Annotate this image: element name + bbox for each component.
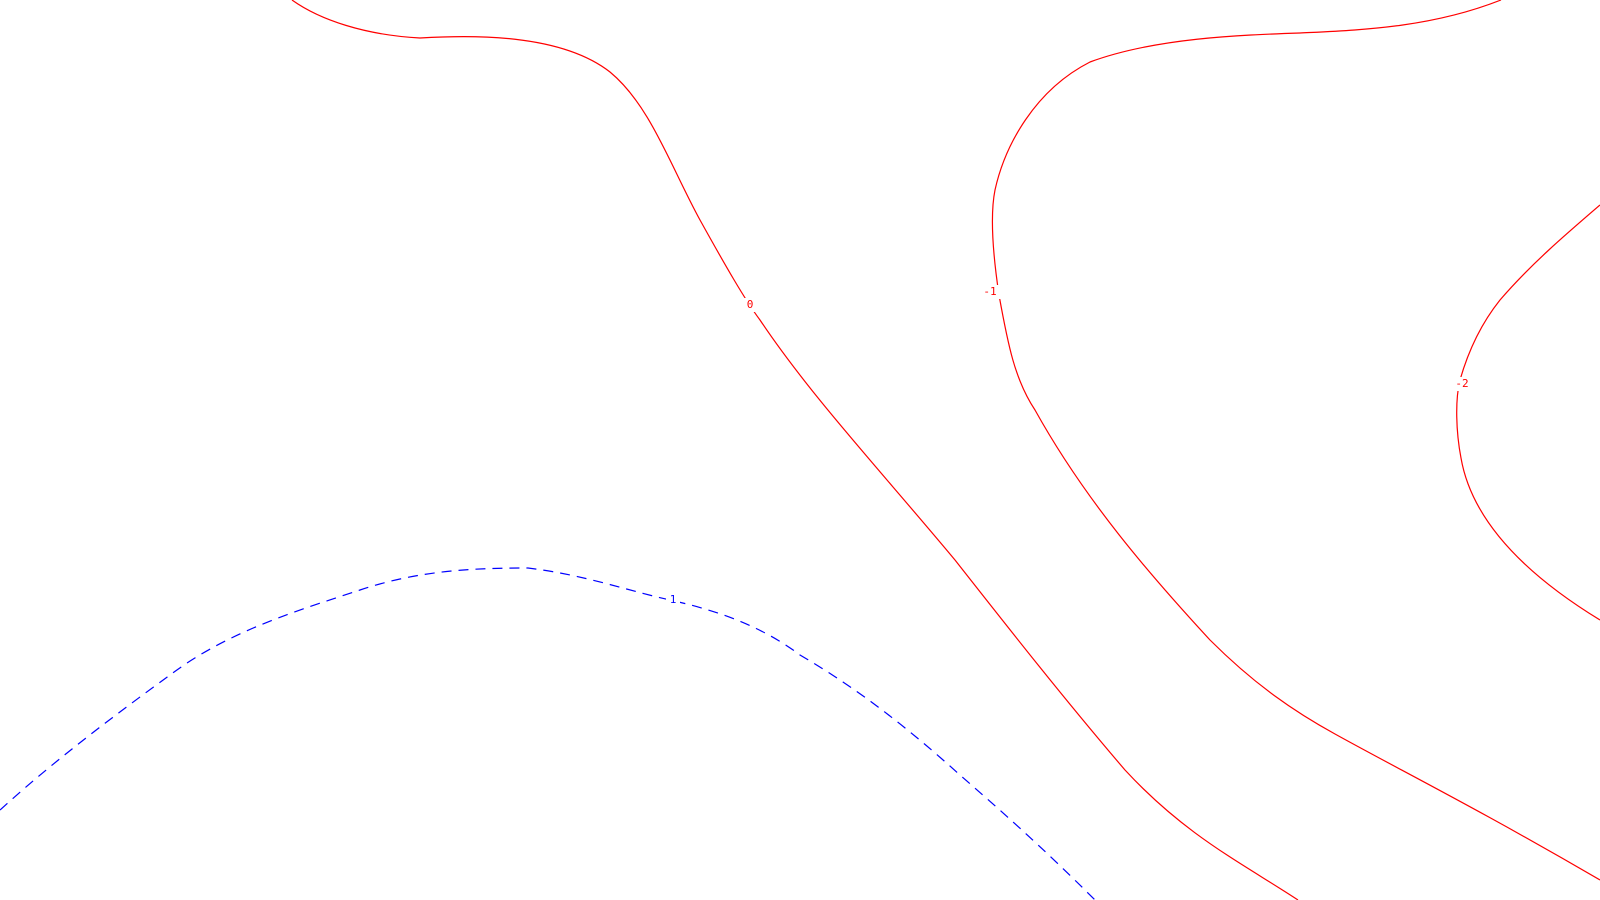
- contour-line-0: [291, 0, 1299, 900]
- contour-label-bg-0: [743, 298, 757, 312]
- contour-label-minus-1: -1: [983, 285, 996, 298]
- contour-label-1: 1: [670, 593, 677, 606]
- contour-label-bg-minus-1: [978, 285, 1002, 299]
- contour-line-minus-1: [991, 0, 1600, 881]
- contour-label-minus-2: -2: [1455, 377, 1468, 390]
- contour-line-1: [0, 567, 1096, 900]
- contour-label-bg-minus-2: [1450, 377, 1474, 391]
- contour-label-0: 0: [747, 298, 754, 311]
- contour-label-bg-1: [666, 593, 680, 607]
